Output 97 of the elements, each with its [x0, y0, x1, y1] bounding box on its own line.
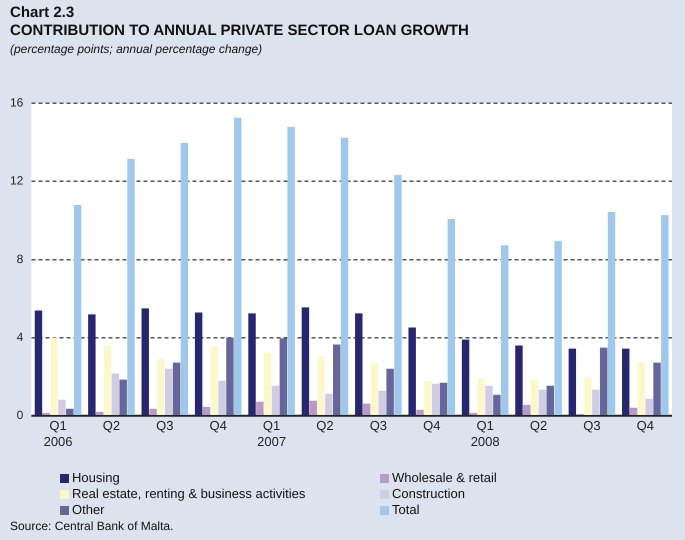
bar: [50, 338, 58, 416]
bar: [112, 374, 120, 416]
bar: [325, 394, 333, 416]
bar: [234, 118, 242, 416]
source-note: Source: Central Bank of Malta.: [10, 519, 174, 533]
bar: [149, 408, 157, 416]
bar: [440, 382, 448, 416]
bar: [202, 406, 210, 416]
bar: [302, 307, 310, 416]
bar: [218, 380, 226, 416]
bar: [340, 138, 348, 416]
bar: [432, 384, 440, 416]
y-tick-label: 16: [10, 96, 24, 110]
bar: [501, 245, 508, 416]
bar: [530, 380, 538, 416]
bar: [462, 340, 470, 416]
bar: [661, 215, 669, 416]
x-tick-label: Q4: [636, 418, 654, 434]
x-tick-label: Q1 2007: [257, 418, 286, 449]
bar: [310, 400, 317, 416]
bar: [165, 368, 172, 416]
legend-label: Wholesale & retail: [392, 470, 497, 486]
x-tick-label: Q3: [370, 418, 388, 434]
bar: [386, 368, 394, 416]
x-tick-label: Q4: [423, 418, 440, 434]
bar: [58, 400, 66, 416]
bar: [592, 390, 600, 416]
bar: [600, 348, 608, 416]
bar: [608, 212, 616, 416]
x-tick-label: Q3: [583, 418, 601, 434]
chart-subtitle: (percentage points; annual percentage change): [10, 42, 262, 56]
bar: [119, 380, 127, 416]
y-tick-label: 8: [16, 252, 24, 266]
bar: [493, 394, 501, 416]
x-tick-label: Q1 2006: [44, 418, 72, 449]
legend-label: Construction: [392, 486, 465, 502]
x-tick-label: Q2: [102, 418, 120, 434]
bar: [287, 126, 295, 416]
bar: [142, 308, 149, 416]
bar: [485, 386, 493, 416]
bar: [646, 398, 653, 416]
bar: [653, 362, 661, 416]
bar: [394, 174, 402, 416]
x-tick-label: Q4: [210, 418, 227, 434]
bar: [523, 404, 531, 416]
bar: [416, 410, 424, 416]
x-tick-label: Q2: [530, 418, 548, 434]
bar: [362, 404, 370, 416]
bar: [333, 344, 340, 416]
bar: [568, 348, 576, 416]
bar: [355, 313, 363, 416]
bar: [127, 158, 135, 416]
y-tick-label: 0: [16, 408, 24, 422]
bar: [66, 408, 74, 416]
bar: [96, 412, 104, 416]
legend-label: Real estate, renting & business activities: [72, 486, 306, 502]
bar: [210, 346, 218, 416]
bar: [272, 386, 280, 416]
bar: [157, 358, 165, 416]
legend-label: Total: [392, 502, 420, 518]
bar: [478, 378, 485, 416]
bar: [317, 356, 325, 416]
bar: [104, 345, 112, 416]
bar: [448, 219, 456, 416]
bar: [34, 310, 42, 416]
chart-title: Chart 2.3 CONTRIBUTION TO ANNUAL PRIVATE SECTOR LOAN GROWTH: [10, 4, 469, 40]
bar: [638, 362, 646, 416]
bar: [194, 312, 202, 416]
bar: [622, 348, 630, 416]
bar: [280, 338, 288, 416]
bar: [470, 412, 478, 416]
bar: [538, 390, 546, 416]
x-tick-label: Q1 2008: [470, 418, 500, 449]
bar: [88, 314, 96, 416]
bar: [264, 352, 272, 416]
bar: [74, 204, 82, 416]
bar: [554, 241, 562, 416]
bar: [370, 363, 378, 416]
y-tick-label: 4: [16, 330, 24, 344]
bar: [226, 338, 234, 416]
bar: [42, 412, 50, 416]
legend-label: Housing: [72, 470, 120, 486]
y-tick-label: 12: [10, 174, 24, 188]
bar: [180, 142, 188, 416]
bar: [546, 386, 554, 416]
bar: [424, 381, 432, 416]
bar: [408, 327, 416, 416]
bar: [630, 408, 638, 416]
bar: [256, 402, 264, 416]
x-tick-label: Q3: [156, 418, 174, 434]
bar: [248, 313, 256, 416]
bar: [584, 378, 592, 416]
bar: [172, 362, 180, 416]
bar: [378, 390, 386, 416]
bar: [515, 345, 523, 416]
x-tick-label: Q2: [316, 418, 334, 434]
legend-label: Other: [72, 502, 105, 518]
